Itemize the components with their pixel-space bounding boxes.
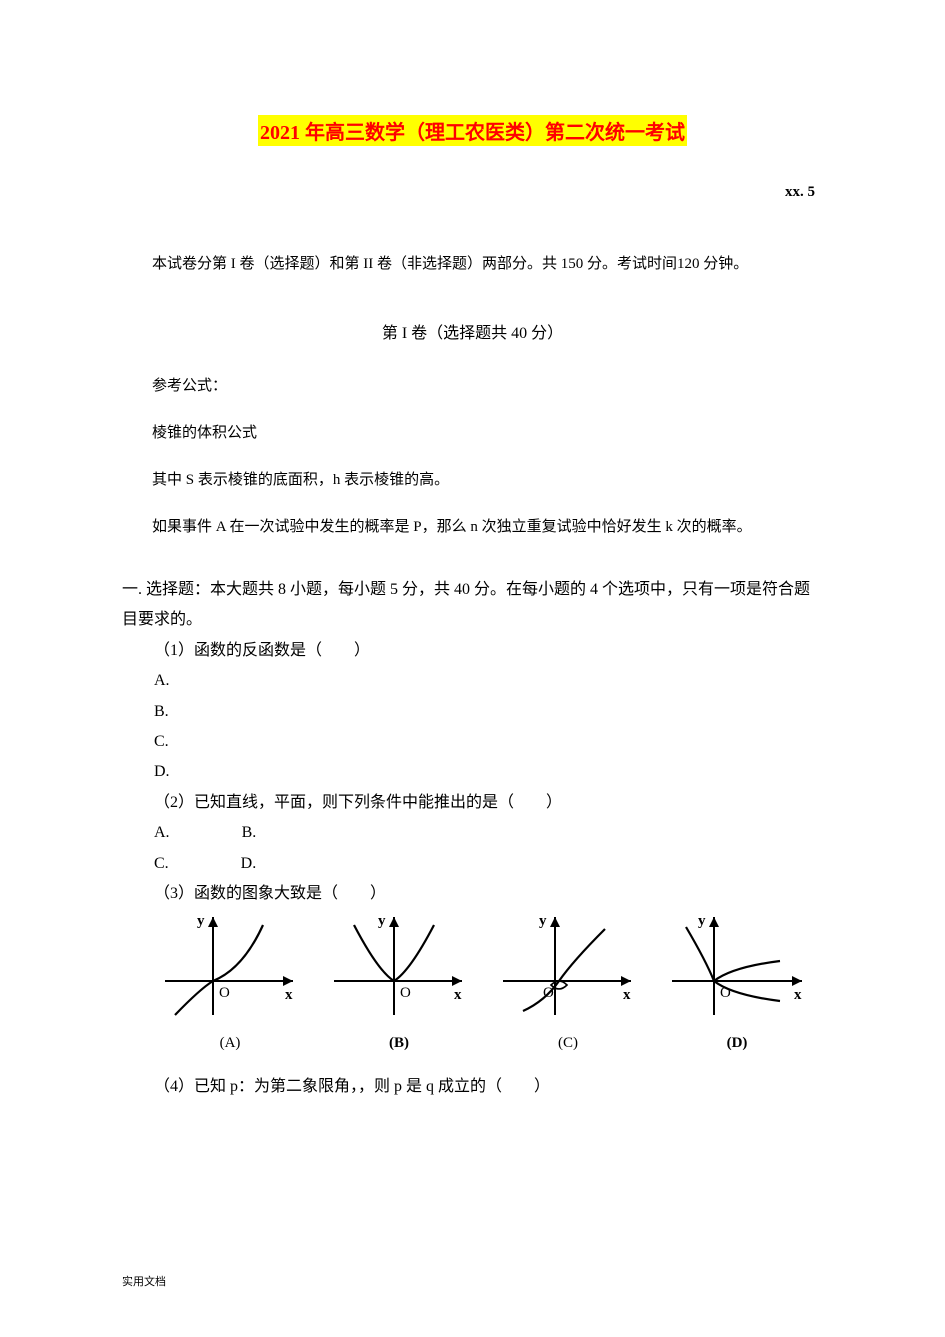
- intro-paragraph: 本试卷分第 I 卷（选择题）和第 II 卷（非选择题）两部分。共 150 分。考…: [122, 243, 823, 285]
- axis-x-label: x: [454, 987, 462, 1003]
- axis-y-label: y: [698, 913, 706, 929]
- q3-stem: （3）函数的图象大致是（ ）: [122, 879, 823, 909]
- q3-label-c: (C): [488, 1029, 648, 1058]
- q1-opt-c: C.: [122, 727, 823, 757]
- part1-header: 第 I 卷（选择题共 40 分）: [122, 319, 823, 343]
- q2-stem: （2）已知直线，平面，则下列条件中能推出的是（ ）: [122, 788, 823, 818]
- q3-graph-c: y x O (C): [488, 911, 648, 1058]
- formula-cone: 棱锥的体积公式: [122, 414, 823, 453]
- formula-prob: 如果事件 A 在一次试验中发生的概率是 P，那么 n 次独立重复试验中恰好发生 …: [122, 508, 823, 547]
- formula-intro: 参考公式：: [122, 367, 823, 406]
- q1-opt-b: B.: [122, 697, 823, 727]
- footer-text: 实用文档: [122, 1273, 166, 1289]
- q3-label-d: (D): [657, 1029, 817, 1058]
- axis-y-label: y: [539, 913, 547, 929]
- axis-x-label: x: [285, 987, 293, 1003]
- q3-label-a: (A): [150, 1029, 310, 1058]
- q3-graph-row: y x O (A) y x O (B): [122, 907, 823, 1058]
- doc-title: 2021 年高三数学（理工农医类）第二次统一考试: [258, 115, 687, 146]
- q1-opt-d: D.: [122, 757, 823, 787]
- q2-opts-cd: C. D.: [122, 849, 823, 879]
- q2-opt-c: C.: [154, 855, 169, 872]
- q2-opt-d: D.: [241, 855, 257, 872]
- q2-opts-ab: A. B.: [122, 818, 823, 848]
- formula-note: 其中 S 表示棱锥的底面积，h 表示棱锥的高。: [122, 461, 823, 500]
- axis-y-label: y: [197, 913, 205, 929]
- axis-x-label: x: [623, 987, 631, 1003]
- q2-opt-a: A.: [154, 824, 170, 841]
- axis-y-label: y: [378, 913, 386, 929]
- q2-opt-b: B.: [242, 824, 257, 841]
- q3-graph-b: y x O (B): [319, 911, 479, 1058]
- axis-x-label: x: [794, 987, 802, 1003]
- q1-opt-a: A.: [122, 666, 823, 696]
- exam-date: xx. 5: [122, 184, 823, 201]
- q3-label-b: (B): [319, 1029, 479, 1058]
- axis-origin-label: O: [219, 985, 230, 1001]
- q3-graph-d: y x O (D): [657, 911, 817, 1058]
- q4-stem: （4）已知 p：为第二象限角，，则 p 是 q 成立的（ ）: [122, 1072, 823, 1102]
- axis-origin-label: O: [400, 985, 411, 1001]
- q1-stem: （1）函数的反函数是（ ）: [122, 636, 823, 666]
- section1-heading: 一. 选择题：本大题共 8 小题，每小题 5 分，共 40 分。在每小题的 4 …: [122, 575, 823, 636]
- q3-graph-a: y x O (A): [150, 911, 310, 1058]
